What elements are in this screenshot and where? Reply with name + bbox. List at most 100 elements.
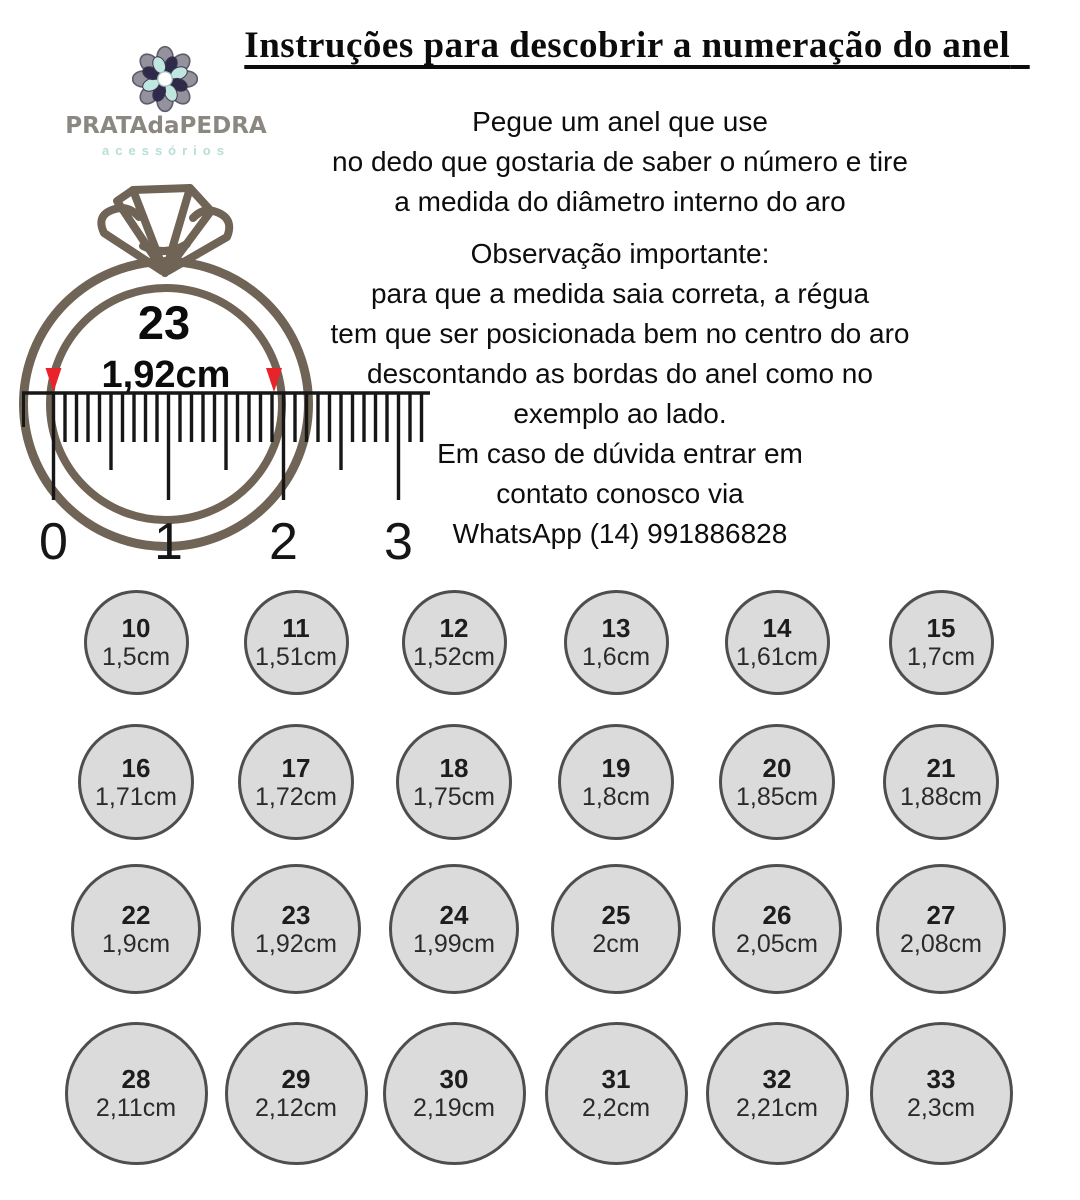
measure-arrows	[45, 221, 282, 392]
ring-size-diameter: 1,61cm	[736, 642, 818, 671]
ring-size-diameter: 1,85cm	[736, 782, 818, 811]
ring-size-diameter: 2,12cm	[255, 1093, 337, 1122]
brand-flower-icon	[132, 45, 198, 113]
ring-size-diameter: 1,6cm	[581, 642, 651, 671]
ring-size-number: 16	[121, 752, 151, 783]
ring-size-circle: 10 1,5cm	[83, 589, 189, 695]
ring-size-number: 19	[601, 752, 631, 783]
ring-size-circle: 32 2,21cm	[705, 1021, 849, 1165]
ring-size-diameter: 1,8cm	[581, 782, 651, 811]
ring-size-circle: 21 1,88cm	[883, 724, 999, 840]
ring-size-number: 32	[762, 1063, 792, 1094]
example-inner-diameter: 1,92cm	[102, 354, 231, 396]
ring-size-number: 10	[121, 612, 151, 643]
instruction-line: contato conosco via	[496, 478, 744, 509]
ring-size-circle: 28 2,11cm	[64, 1021, 208, 1165]
ring-size-circle: 30 2,19cm	[382, 1021, 526, 1165]
ring-size-number: 17	[281, 752, 311, 783]
ring-size-circle: 12 1,52cm	[401, 589, 507, 695]
ring-size-diameter: 1,7cm	[906, 642, 976, 671]
ring-size-circle: 23 1,92cm	[231, 864, 361, 994]
ring-size-number: 26	[762, 899, 792, 930]
instructions-text: Pegue um anel que use no dedo que gostar…	[330, 102, 910, 554]
ring-size-number: 29	[281, 1063, 311, 1094]
ring-size-circle: 31 2,2cm	[544, 1021, 688, 1165]
measure-arrow-right-icon	[266, 368, 282, 392]
ring-size-circle: 25 2cm	[551, 864, 681, 994]
ring-size-number: 21	[926, 752, 956, 783]
note-paragraph: Observação importante: para que a medida…	[330, 234, 910, 554]
ring-size-diameter: 2,11cm	[95, 1093, 177, 1122]
ring-size-number: 18	[439, 752, 469, 783]
ring-size-diameter: 2,21cm	[736, 1093, 818, 1122]
instruction-line: no dedo que gostaria de saber o número e…	[332, 146, 908, 177]
ring-size-number: 11	[282, 612, 310, 643]
ring-size-circle: 26 2,05cm	[712, 864, 842, 994]
ring-measurement-figure: 23 1,92cm 0 1 2 3	[19, 184, 430, 571]
instruction-line: tem que ser posicionada bem no centro do…	[330, 318, 910, 349]
ring-size-circle: 16 1,71cm	[78, 724, 194, 840]
ring-size-number: 27	[926, 899, 956, 930]
ring-size-number: 31	[601, 1063, 631, 1094]
ring-size-number: 22	[121, 899, 151, 930]
instruction-line: Em caso de dúvida entrar em	[437, 438, 803, 469]
ring-size-circle: 27 2,08cm	[876, 864, 1006, 994]
ring-size-diameter: 2,3cm	[906, 1093, 976, 1122]
instruction-line: exemplo ao lado.	[513, 398, 727, 429]
ring-size-circle: 18 1,75cm	[396, 724, 512, 840]
ring-size-diameter: 1,88cm	[900, 782, 982, 811]
ruler-label-3: 3	[384, 513, 413, 571]
measure-arrow-left-icon	[45, 368, 62, 392]
example-size-number: 23	[138, 296, 190, 349]
ring-size-diameter: 1,92cm	[255, 929, 337, 958]
ring-size-circle: 33 2,3cm	[869, 1021, 1013, 1165]
instruction-line: Observação importante:	[470, 238, 770, 269]
ruler-label-0: 0	[39, 513, 68, 571]
ring-size-circle: 29 2,12cm	[224, 1021, 368, 1165]
ring-size-circle: 15 1,7cm	[888, 589, 994, 695]
flower-outer-petals	[132, 45, 198, 113]
ring-size-circle: 14 1,61cm	[724, 589, 830, 695]
ring-size-number: 12	[439, 612, 469, 643]
ring-size-diameter: 1,72cm	[255, 782, 337, 811]
ring-size-diameter: 2,08cm	[900, 929, 982, 958]
ring-size-diameter: 1,51cm	[255, 642, 337, 671]
ring-size-number: 25	[601, 899, 631, 930]
ring-size-number: 20	[762, 752, 792, 783]
ring-size-diameter: 2,2cm	[581, 1093, 651, 1122]
brand-tagline: acessórios	[102, 143, 230, 158]
ring-size-number: 33	[926, 1063, 956, 1094]
instruction-line: Pegue um anel que use	[472, 106, 768, 137]
ruler-label-1: 1	[154, 513, 183, 571]
ring-size-diameter: 1,5cm	[101, 642, 171, 671]
brand-name: PRATAdaPEDRA	[65, 113, 267, 139]
ring-size-number: 24	[439, 899, 469, 930]
ring-size-diameter: 2cm	[592, 929, 640, 958]
ring-size-circle: 20 1,85cm	[719, 724, 835, 840]
ring-size-diameter: 1,71cm	[95, 782, 177, 811]
ring-size-number: 30	[439, 1063, 469, 1094]
ring-size-diameter: 1,9cm	[101, 929, 171, 958]
ring-size-number: 28	[121, 1063, 151, 1094]
instruction-line: descontando as bordas do anel como no	[367, 358, 873, 389]
ring-size-diameter: 1,99cm	[413, 929, 495, 958]
ring-size-circle: 13 1,6cm	[563, 589, 669, 695]
ring-size-number: 13	[601, 612, 631, 643]
diamond-icon	[97, 184, 234, 277]
ring-size-circle: 19 1,8cm	[558, 724, 674, 840]
intro-paragraph: Pegue um anel que use no dedo que gostar…	[330, 102, 910, 222]
instruction-line: a medida do diâmetro interno do aro	[394, 186, 846, 217]
ring-size-diameter: 1,52cm	[413, 642, 495, 671]
ruler-label-2: 2	[269, 513, 298, 571]
ring-size-diameter: 1,75cm	[413, 782, 495, 811]
ring-size-diameter: 2,05cm	[736, 929, 818, 958]
whatsapp-contact-line: WhatsApp (14) 991886828	[452, 518, 788, 549]
ring-size-circle: 11 1,51cm	[243, 589, 349, 695]
ruler: 0 1 2 3	[22, 391, 430, 571]
instruction-line: para que a medida saia correta, a régua	[370, 278, 870, 309]
ring-size-circle: 17 1,72cm	[238, 724, 354, 840]
ring-size-number: 23	[281, 899, 311, 930]
ring-size-diameter: 2,19cm	[413, 1093, 495, 1122]
ring-size-number: 14	[762, 612, 792, 643]
